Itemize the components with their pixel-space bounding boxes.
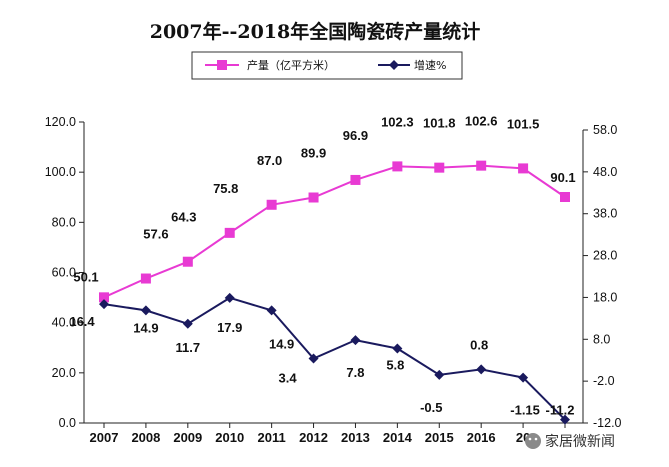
x-tick-label: 2009 bbox=[173, 430, 202, 445]
x-tick-label: 2015 bbox=[425, 430, 454, 445]
right-tick-label: -2.0 bbox=[593, 374, 615, 388]
growth-point bbox=[518, 372, 529, 383]
growth-data-label: 7.8 bbox=[346, 365, 364, 380]
growth-point bbox=[99, 299, 109, 310]
left-tick-label: 100.0 bbox=[45, 165, 76, 179]
x-tick-label: 2011 bbox=[258, 430, 286, 445]
left-tick-label: 40.0 bbox=[52, 316, 76, 330]
growth-point bbox=[140, 305, 151, 316]
x-tick-label: 2010 bbox=[215, 430, 244, 445]
left-tick-label: 0.0 bbox=[59, 416, 76, 430]
right-tick-label: 58.0 bbox=[593, 123, 617, 137]
output-data-label: 64.3 bbox=[171, 210, 196, 225]
x-tick-label: 2007 bbox=[90, 430, 119, 445]
output-data-label: 50.1 bbox=[73, 269, 98, 284]
x-tick-label: 2008 bbox=[131, 430, 160, 445]
growth-data-label: 11.7 bbox=[176, 340, 201, 355]
wechat-icon bbox=[525, 433, 541, 449]
output-point bbox=[518, 163, 529, 174]
output-series-line bbox=[103, 164, 566, 299]
growth-point bbox=[224, 292, 235, 303]
growth-data-label: -1.15 bbox=[510, 403, 540, 418]
growth-point bbox=[476, 364, 487, 375]
growth-data-label: 3.4 bbox=[279, 371, 298, 386]
growth-data-label: 14.9 bbox=[133, 320, 158, 335]
x-ticks: 2007 2008 2009 2010 2011 2012 2013 2014 2015 2016… bbox=[90, 423, 566, 445]
watermark-text: 家居微新闻 bbox=[545, 433, 615, 450]
output-data-label: 87.0 bbox=[257, 153, 282, 168]
labels-growth: 16.4 14.9 11.7 17.9 14.9 3.4 7.8 5.8 -0.5 0.8 -1.1… bbox=[69, 314, 574, 418]
wechat-icon-eye-left bbox=[528, 437, 532, 441]
output-point bbox=[224, 227, 235, 238]
growth-point bbox=[308, 353, 319, 364]
output-data-label: 75.8 bbox=[213, 181, 238, 196]
output-point bbox=[99, 292, 109, 303]
wechat-icon-eye-right bbox=[534, 437, 538, 441]
growth-data-label: -0.5 bbox=[420, 400, 442, 415]
legend-output-label: 产量（亿平方米） bbox=[247, 58, 335, 72]
right-ticks: -12.0 -2.0 8.0 18.0 28.0 38.0 48.0 58.0 bbox=[583, 123, 622, 430]
output-point bbox=[350, 174, 361, 185]
right-tick-label: -12.0 bbox=[593, 416, 622, 430]
growth-data-label: 16.4 bbox=[69, 314, 95, 329]
growth-data-label: -11.2 bbox=[546, 403, 575, 418]
growth-series-line bbox=[103, 296, 566, 421]
left-tick-label: 20.0 bbox=[52, 366, 76, 380]
output-data-label: 96.9 bbox=[343, 128, 368, 143]
growth-data-label: 17.9 bbox=[217, 320, 242, 335]
growth-point bbox=[560, 414, 570, 425]
output-data-label: 102.6 bbox=[465, 114, 498, 129]
output-data-label: 90.1 bbox=[550, 170, 575, 185]
chart-title: 2007年--2018年全国陶瓷砖产量统计 bbox=[150, 20, 481, 43]
labels-output: 50.1 57.664.3 75.8 87.0 89.9 96.9 102.3 101.8 10… bbox=[73, 114, 575, 285]
growth-point bbox=[266, 305, 277, 316]
growth-data-label: 0.8 bbox=[470, 337, 488, 352]
growth-data-label: 14.9 bbox=[269, 336, 294, 351]
output-point bbox=[266, 199, 277, 210]
x-tick-label: 2016 bbox=[467, 430, 496, 445]
series-output bbox=[99, 160, 570, 303]
right-tick-label: 28.0 bbox=[593, 249, 617, 263]
left-tick-label: 120.0 bbox=[45, 115, 76, 129]
series-growth bbox=[99, 292, 570, 425]
legend-growth-label: 增速% bbox=[414, 58, 446, 72]
output-point bbox=[560, 191, 570, 202]
legend-output-marker bbox=[217, 60, 227, 70]
output-point bbox=[392, 161, 403, 172]
growth-data-label: 5.8 bbox=[386, 357, 404, 372]
watermark: 家居微新闻 bbox=[525, 433, 615, 450]
growth-point bbox=[434, 369, 445, 380]
right-tick-label: 18.0 bbox=[593, 290, 617, 304]
right-tick-label: 38.0 bbox=[593, 207, 617, 221]
output-data-label: 101.8 bbox=[423, 116, 456, 131]
growth-point bbox=[350, 335, 361, 346]
growth-point bbox=[392, 343, 403, 354]
left-ticks: 0.0 20.0 40.0 60.0 80.0 100.0 120.0 bbox=[45, 115, 84, 430]
output-point bbox=[308, 192, 319, 203]
left-tick-label: 80.0 bbox=[52, 215, 76, 229]
output-data-label: 57.6 bbox=[143, 227, 168, 242]
legend: 产量（亿平方米） 增速% bbox=[191, 51, 463, 80]
output-point bbox=[476, 160, 487, 171]
output-data-label: 102.3 bbox=[381, 114, 414, 129]
x-tick-label: 2014 bbox=[383, 430, 413, 445]
right-tick-label: 48.0 bbox=[593, 165, 617, 179]
output-point bbox=[140, 273, 151, 284]
left-tick-label: 60.0 bbox=[52, 266, 76, 280]
x-tick-label: 2013 bbox=[341, 430, 370, 445]
output-data-label: 101.5 bbox=[507, 116, 540, 131]
x-tick-label: 2012 bbox=[299, 430, 328, 445]
output-point bbox=[182, 256, 193, 267]
legend-growth-marker bbox=[389, 60, 399, 70]
growth-point bbox=[182, 318, 193, 329]
right-tick-label: 8.0 bbox=[593, 332, 610, 346]
output-data-label: 89.9 bbox=[301, 146, 326, 161]
output-point bbox=[434, 162, 445, 173]
